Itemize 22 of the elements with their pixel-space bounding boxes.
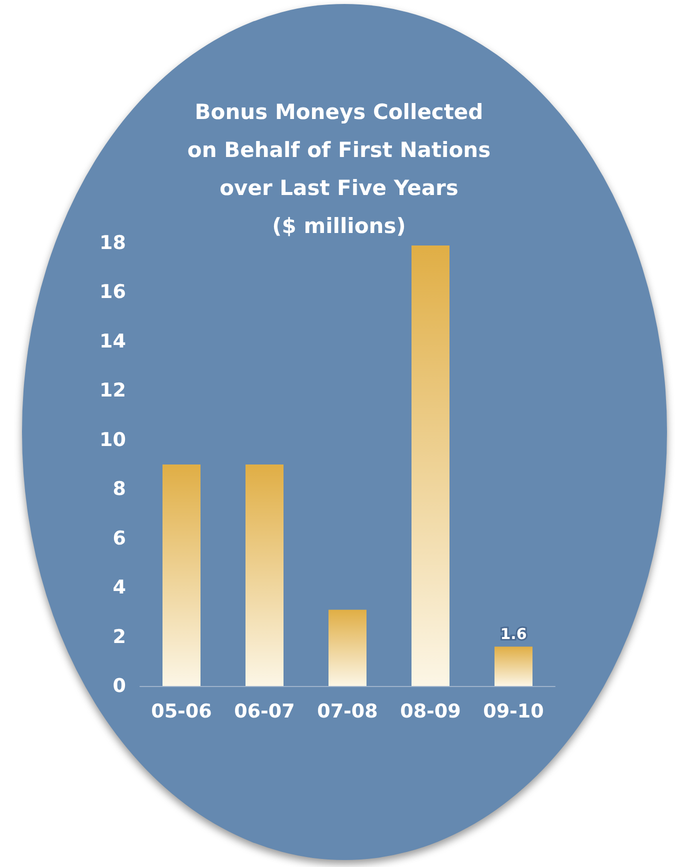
y-tick-label: 14 <box>100 330 126 352</box>
x-tick-label: 09-10 <box>483 700 544 722</box>
bar <box>328 610 366 686</box>
y-tick-label: 16 <box>100 281 126 304</box>
y-tick-label: 6 <box>112 527 126 550</box>
x-tick-label: 08-09 <box>400 700 461 722</box>
bar <box>162 464 200 686</box>
bar <box>494 646 532 686</box>
x-tick-label: 06-07 <box>234 700 295 722</box>
bar <box>246 464 284 686</box>
x-tick-label: 07-08 <box>317 700 378 722</box>
y-tick-label: 4 <box>112 576 126 599</box>
y-tick-label: 18 <box>100 232 126 254</box>
y-tick-label: 12 <box>100 380 126 402</box>
chart-title: Bonus Moneys Collected on Behalf of First Nations over Last Five Years ($ millions) <box>187 100 491 238</box>
y-tick-label: 0 <box>112 675 126 697</box>
y-tick-label: 8 <box>112 478 126 500</box>
data-label: 1.6 <box>500 625 527 644</box>
x-tick-label: 05-06 <box>151 700 212 722</box>
bar <box>412 245 450 686</box>
y-tick-label: 2 <box>112 626 126 648</box>
y-tick-label: 10 <box>100 428 126 451</box>
